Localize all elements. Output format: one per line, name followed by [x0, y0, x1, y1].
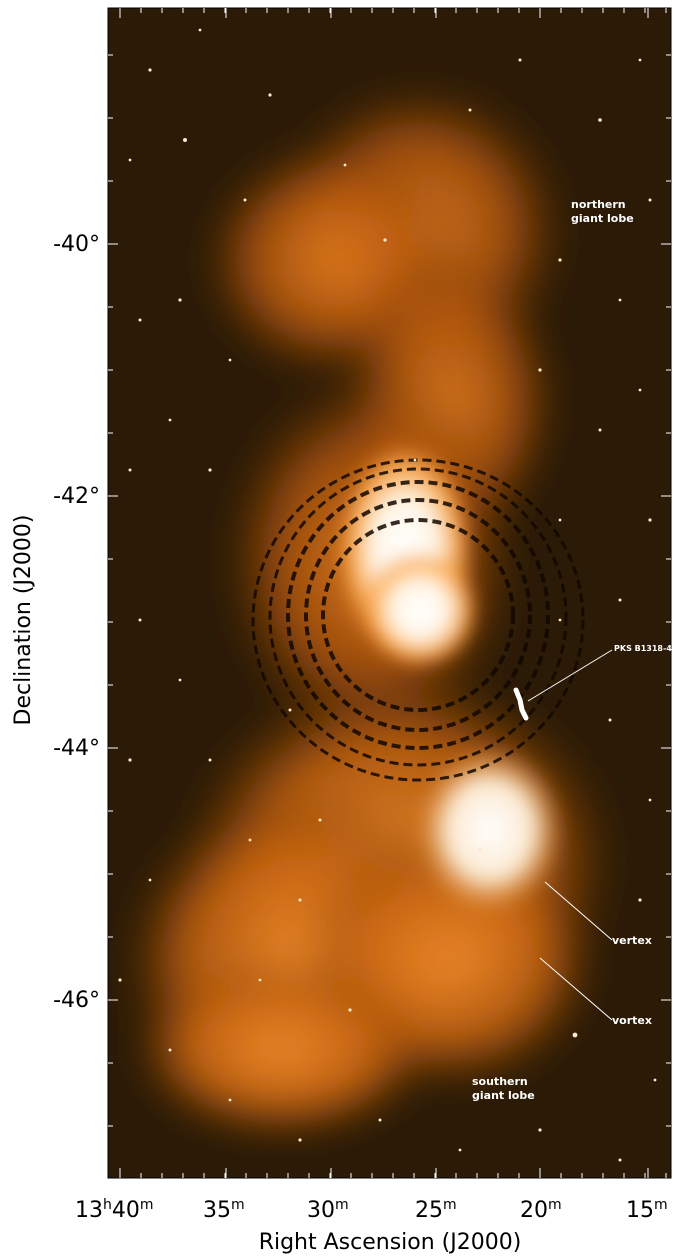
- northern-lobe-label-line2: giant lobe: [571, 212, 634, 225]
- x-axis-title: Right Ascension (J2000): [259, 1230, 522, 1255]
- bright-core: [335, 440, 565, 915]
- x-tick-label: 30m: [307, 1197, 349, 1223]
- plot-frame: [107, 7, 672, 1179]
- x-tick-label: 15m: [626, 1197, 668, 1223]
- y-tick-labels: -40° -42° -44° -46°: [53, 232, 100, 1013]
- point-sources: [118, 28, 657, 1162]
- x-tick-label: 20m: [520, 1197, 562, 1223]
- northern-lobe-label-line1: northern: [571, 198, 626, 211]
- interference-rings: [251, 458, 585, 782]
- x-tick-label: 13h40m: [75, 1197, 154, 1223]
- tick-marks: [108, 8, 671, 1178]
- southern-lobe-label-line1: southern: [472, 1075, 528, 1088]
- y-tick-label: -46°: [53, 988, 100, 1013]
- vertex-label: vertex: [612, 934, 652, 947]
- annotation-leaders: [527, 649, 613, 1021]
- x-tick-label: 25m: [415, 1197, 457, 1223]
- x-tick-labels: 13h40m 35m 30m 25m 20m 15m: [75, 1197, 668, 1223]
- annotations: northern giant lobe PKS B1318-434 vertex…: [472, 198, 675, 1102]
- y-tick-label: -42°: [53, 484, 100, 509]
- y-tick-label: -44°: [53, 736, 100, 761]
- y-tick-label: -40°: [53, 232, 100, 257]
- y-axis-title: Declination (J2000): [11, 515, 36, 726]
- pks-source-label: PKS B1318-434: [614, 644, 675, 653]
- x-tick-label: 35m: [203, 1197, 245, 1223]
- pks-source: [513, 687, 529, 721]
- vortex-label: vortex: [612, 1014, 652, 1027]
- southern-lobe-label-line2: giant lobe: [472, 1089, 535, 1102]
